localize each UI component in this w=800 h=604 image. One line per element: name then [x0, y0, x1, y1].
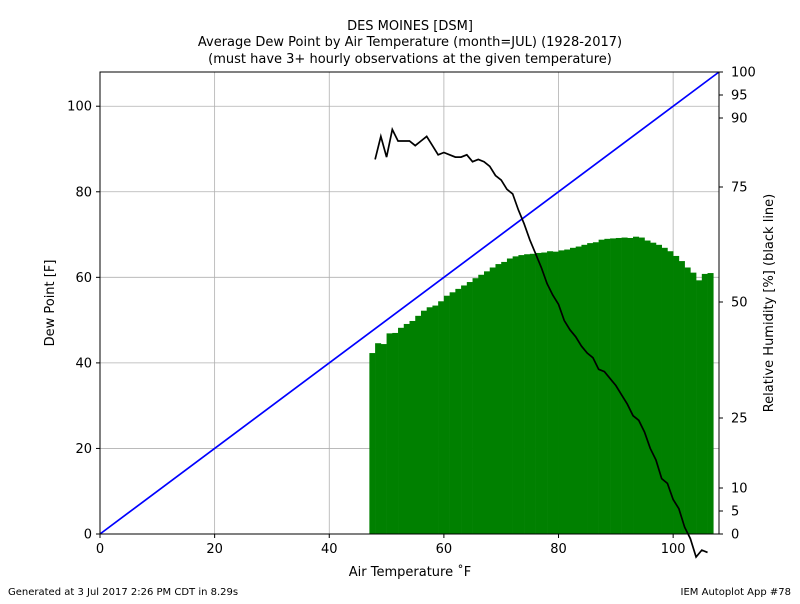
lines [99, 71, 720, 559]
dew-point-bar [449, 292, 456, 534]
y-tick-label: 60 [75, 271, 92, 286]
dew-point-bar [569, 247, 577, 535]
plot-frame [99, 71, 720, 535]
y2-tick-label: 100 [731, 66, 756, 81]
dew-point-bar [403, 323, 410, 534]
y2-tick-label: 95 [731, 89, 748, 104]
dew-point-bar [575, 246, 582, 535]
dew-point-bar [696, 280, 703, 534]
dew-point-bar [633, 236, 640, 534]
chart-subtitle-2: (must have 3+ hourly observations at the… [208, 52, 612, 67]
y2-tick-label: 75 [731, 181, 748, 196]
dew-point-bar [690, 272, 697, 534]
dew-point-bars [369, 236, 714, 535]
dew-point-bar [621, 237, 628, 535]
x-tick-label: 80 [550, 542, 567, 557]
footer-generated: Generated at 3 Jul 2017 2:26 PM CDT in 8… [8, 587, 238, 598]
dew-point-bar [615, 237, 622, 534]
y-tick-label: 100 [67, 100, 92, 115]
dew-point-bar [420, 310, 427, 534]
x-tick-label: 40 [321, 542, 338, 557]
dew-point-bar [684, 267, 691, 534]
saturation-line [99, 71, 720, 535]
dew-point-bar [512, 256, 519, 534]
dew-point-bar [558, 250, 565, 534]
dew-point-bar [472, 278, 479, 534]
y-tick-label: 40 [75, 356, 92, 371]
dew-point-bar [547, 251, 554, 534]
x-tick-label: 20 [206, 542, 223, 557]
dew-point-bar [638, 237, 645, 535]
chart-subtitle-1: Average Dew Point by Air Temperature (mo… [198, 35, 622, 50]
footer-app: IEM Autoplot App #78 [681, 587, 791, 598]
x-tick-label: 60 [436, 542, 453, 557]
dew-point-bar [443, 295, 450, 534]
dew-point-bar [587, 243, 594, 534]
dew-point-bar [409, 320, 416, 534]
dew-point-bar [484, 271, 491, 534]
dew-point-bar [495, 264, 502, 534]
dew-point-bar [392, 332, 399, 534]
x-axis-label: Air Temperature ˚F [349, 564, 471, 580]
y2-tick-label: 25 [731, 412, 748, 427]
dew-point-bar [661, 247, 668, 535]
dew-point-bar [466, 282, 473, 534]
y2-axis-label: Relative Humidity [%] (black line) [762, 194, 777, 413]
dew-point-bar [644, 240, 651, 535]
relative-humidity-line [374, 126, 708, 559]
dew-point-bar [489, 267, 496, 534]
y2-tick-label: 90 [731, 112, 748, 127]
y2-tick-label: 50 [731, 296, 748, 311]
dew-point-bar [673, 255, 680, 534]
dew-point-bar [541, 252, 548, 534]
dew-point-bar [455, 288, 462, 534]
dew-point-bar [415, 315, 422, 534]
dew-point-bar [438, 301, 445, 534]
dew-point-bar [380, 344, 387, 534]
dew-point-bar [432, 305, 439, 534]
dew-point-bar [678, 261, 685, 534]
dew-point-bar [627, 237, 634, 534]
y2-tick-label: 0 [731, 528, 739, 543]
dew-point-bar [501, 261, 508, 534]
y-tick-label: 20 [75, 442, 92, 457]
dew-point-bar [535, 252, 542, 534]
x-tick-label: 100 [661, 542, 686, 557]
dew-point-bar [667, 251, 674, 534]
y-axis-label: Dew Point [F] [43, 260, 58, 347]
dew-point-bar [564, 249, 571, 534]
dew-point-bar [426, 307, 433, 534]
y2-tick-label: 10 [731, 482, 748, 497]
y-tick-label: 80 [75, 185, 92, 200]
y-tick-label: 0 [84, 528, 92, 543]
dew-point-bar [592, 242, 599, 534]
dew-point-bar [369, 353, 376, 534]
dew-point-bar [506, 258, 513, 534]
dew-point-bar [529, 253, 536, 535]
dew-point-bar [524, 254, 531, 534]
dew-point-bar [478, 274, 485, 534]
dew-point-bar [581, 244, 588, 535]
dew-point-bar [650, 242, 657, 534]
dew-point-bar [598, 239, 605, 534]
dew-point-bar [655, 244, 662, 535]
dew-point-bar [604, 238, 611, 535]
dew-point-bar [375, 343, 382, 534]
y2-tick-label: 5 [731, 505, 739, 520]
dew-point-bar [701, 273, 708, 534]
dew-point-bar [707, 273, 714, 534]
axes: 0 20 40 60 80 100 0 20 40 60 80 100 0 5 10 25 50 75 90 95 10… [67, 66, 756, 558]
dew-point-bar [552, 251, 559, 534]
x-tick-label: 0 [96, 542, 104, 557]
dew-point-bar [610, 238, 617, 534]
dew-point-bar [461, 285, 468, 534]
chart-title: DES MOINES [DSM] [347, 19, 473, 34]
dew-point-bar [518, 255, 525, 535]
dew-point-bar [386, 333, 393, 534]
dew-point-bar [398, 327, 405, 534]
